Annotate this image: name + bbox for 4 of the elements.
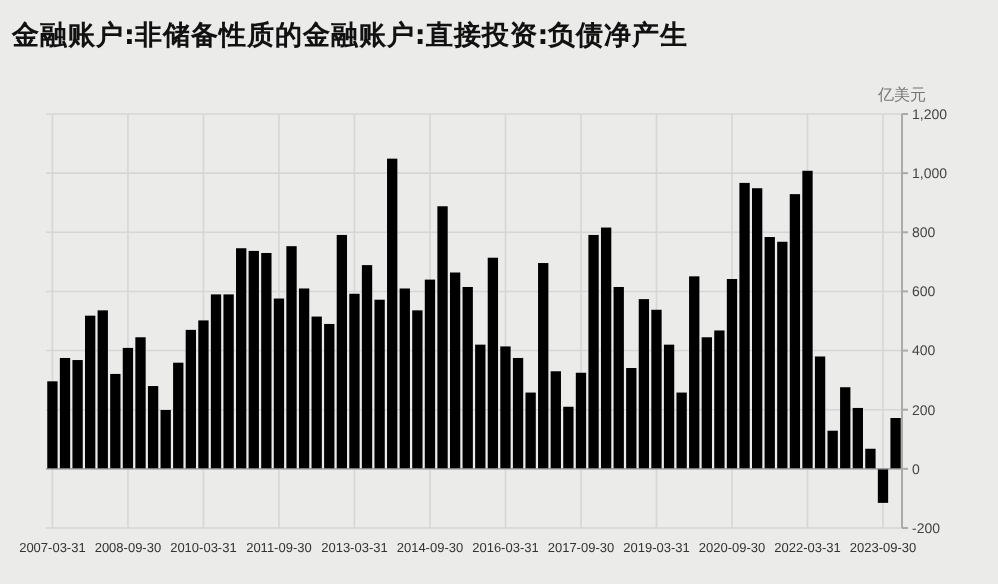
y-axis-title: 亿美元 — [876, 86, 926, 104]
bar — [890, 417, 901, 469]
bar — [877, 468, 889, 503]
chart-title: 金融账户:非储备性质的金融账户:直接投资:负债净产生 — [10, 18, 689, 52]
